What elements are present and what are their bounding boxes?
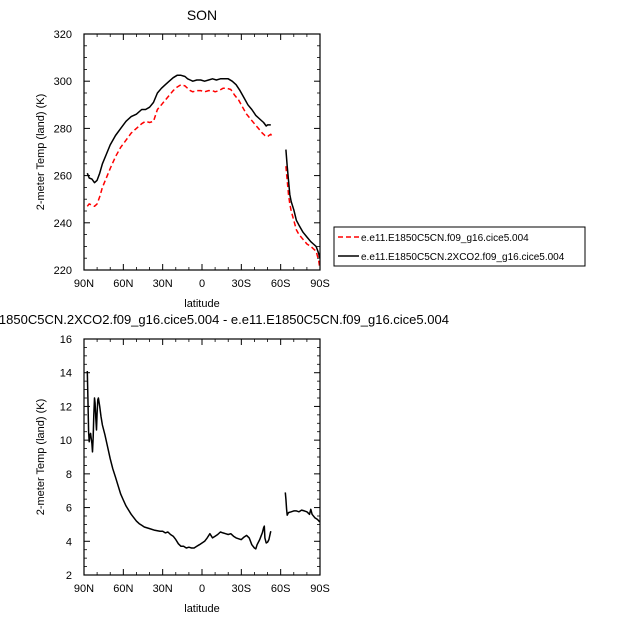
top-x-tick-label: 30N <box>153 278 173 290</box>
bottom-chart: e.e11.E1850C5CN.2XCO2.f09_g16.cice5.004 … <box>0 312 449 615</box>
bottom-x-tick-label: 60S <box>271 583 291 595</box>
bottom-y-tick-label: 14 <box>60 368 72 380</box>
bottom-x-tick-label: 90S <box>310 583 330 595</box>
bottom-series-0-line <box>284 492 321 523</box>
top-chart-ticks: 90N 60N 30N 0 30S 60S 90S 220 240 260 280 300 320 <box>54 29 330 290</box>
bottom-chart-ticks: 90N 60N 30N 0 30S 60S 90S 2 4 6 8 10 12 14 16 <box>60 334 330 595</box>
top-y-tick-label: 280 <box>54 123 72 135</box>
top-plot-frame <box>83 33 321 271</box>
bottom-y-tick-label: 12 <box>60 401 72 413</box>
top-series-1-line <box>285 149 321 259</box>
bottom-x-tick-label: 60N <box>113 583 133 595</box>
top-chart: SON 90N 60N 30N 0 30S 60S 90S 220 240 260 280 300 32… <box>35 7 330 310</box>
top-x-tick-label: 0 <box>199 278 205 290</box>
bottom-y-axis-label: 2-meter Temp (land) (K) <box>35 399 47 516</box>
bottom-x-tick-label: 90N <box>74 583 94 595</box>
top-chart-series <box>86 74 321 268</box>
bottom-x-tick-label: 30S <box>232 583 252 595</box>
bottom-x-axis-label: latitude <box>184 603 219 615</box>
top-x-tick-label: 30S <box>232 278 252 290</box>
top-series-0-line <box>285 166 321 268</box>
bottom-y-tick-label: 4 <box>66 536 72 548</box>
top-x-axis-label: latitude <box>184 298 219 310</box>
top-y-tick-label: 220 <box>54 265 72 277</box>
bottom-y-tick-label: 6 <box>66 503 72 515</box>
legend-label-2xco2: e.e11.E1850C5CN.2XCO2.f09_g16.cice5.004 <box>361 252 565 263</box>
top-series-0-line <box>86 83 273 208</box>
top-x-tick-label: 90S <box>310 278 330 290</box>
top-x-tick-label: 60S <box>271 278 291 290</box>
top-chart-title: SON <box>187 7 217 23</box>
top-series-1-line <box>86 74 271 184</box>
top-x-tick-label: 90N <box>74 278 94 290</box>
bottom-y-tick-label: 8 <box>66 469 72 481</box>
bottom-series-0-line <box>86 370 272 550</box>
top-y-tick-label: 260 <box>54 171 72 183</box>
bottom-y-tick-label: 2 <box>66 570 72 582</box>
legend: e.e11.E1850C5CN.f09_g16.cice5.004 e.e11.… <box>333 226 586 267</box>
legend-box <box>333 226 586 267</box>
legend-label-control: e.e11.E1850C5CN.f09_g16.cice5.004 <box>361 233 529 244</box>
bottom-chart-title: e.e11.E1850C5CN.2XCO2.f09_g16.cice5.004 … <box>0 312 449 327</box>
top-x-tick-label: 60N <box>113 278 133 290</box>
top-y-tick-label: 320 <box>54 29 72 41</box>
bottom-chart-series <box>86 370 321 550</box>
top-y-axis-label: 2-meter Temp (land) (K) <box>35 94 47 211</box>
bottom-plot-frame <box>83 338 321 576</box>
bottom-y-tick-label: 16 <box>60 334 72 346</box>
top-y-tick-label: 240 <box>54 218 72 230</box>
bottom-y-tick-label: 10 <box>60 435 72 447</box>
bottom-x-tick-label: 30N <box>153 583 173 595</box>
top-y-tick-label: 300 <box>54 76 72 88</box>
bottom-x-tick-label: 0 <box>199 583 205 595</box>
